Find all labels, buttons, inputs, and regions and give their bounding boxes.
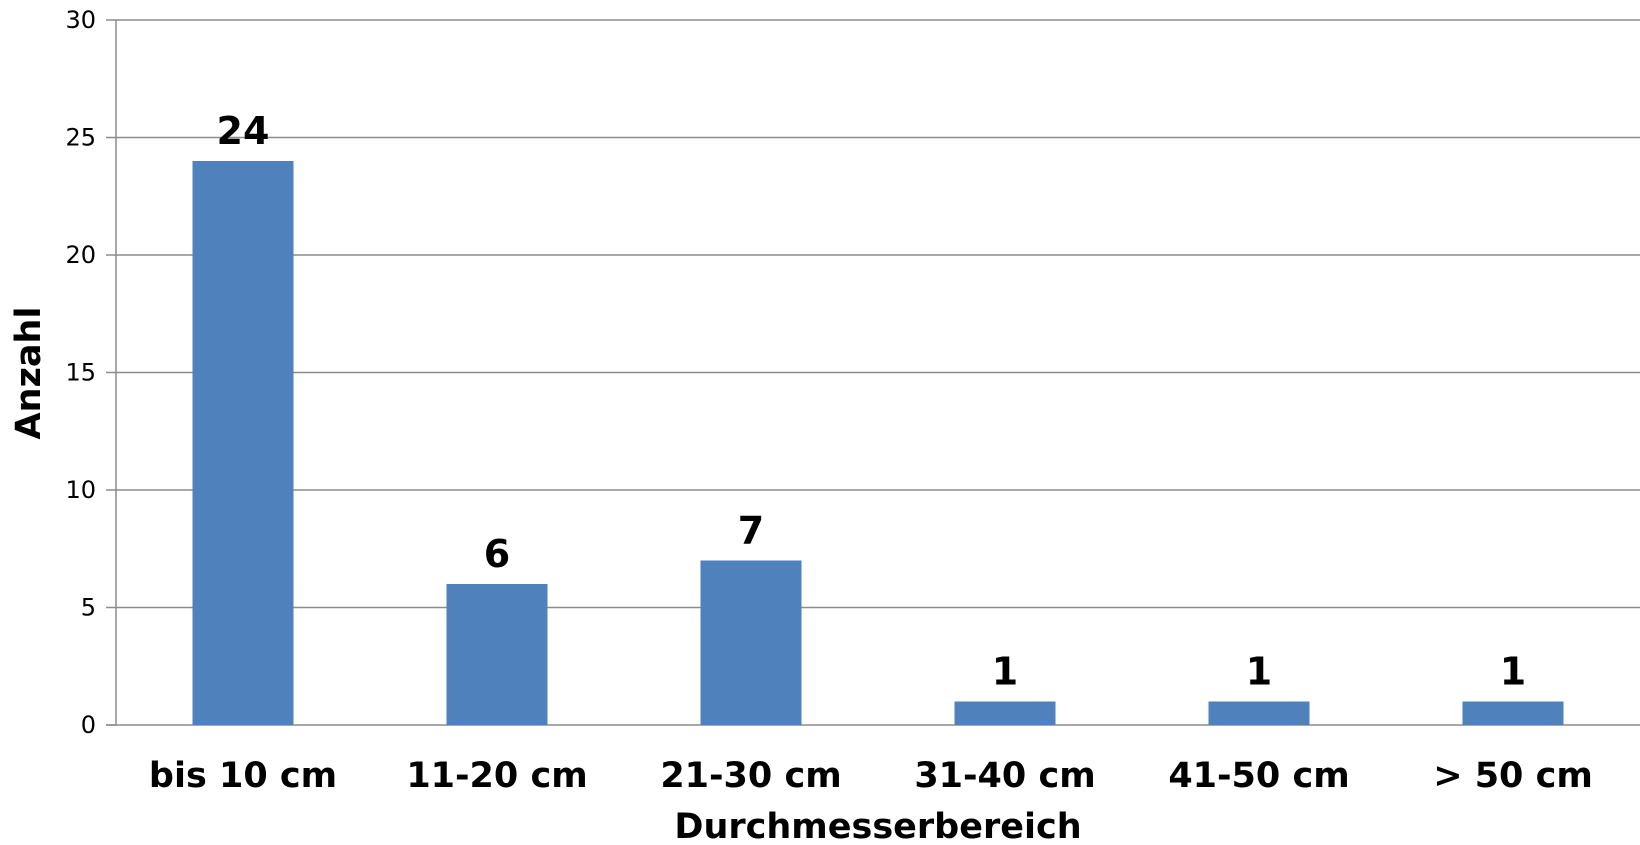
bar: [192, 161, 294, 725]
bar: [1462, 701, 1564, 725]
bar-value-label: 1: [1500, 650, 1526, 694]
bar-value-label: 7: [738, 509, 764, 553]
x-category-label: 41-50 cm: [1168, 756, 1349, 796]
gridlines: [116, 19, 1640, 609]
data-labels: 24 6 7 1 1 1: [217, 109, 1527, 694]
x-category-labels: bis 10 cm 11-20 cm 21-30 cm 31-40 cm 41-50 c…: [149, 756, 1593, 796]
bar: [954, 701, 1056, 725]
y-tick-label: 5: [81, 594, 96, 622]
y-tick-label: 20: [65, 241, 96, 269]
y-tick-label: 15: [65, 359, 96, 387]
axes: [106, 19, 1640, 726]
x-axis-title: Durchmesserbereich: [674, 807, 1081, 845]
bar: [700, 560, 802, 725]
x-category-label: 11-20 cm: [406, 756, 587, 796]
bar-value-label: 24: [217, 109, 270, 153]
y-tick-label: 0: [81, 711, 96, 739]
x-category-label: bis 10 cm: [149, 756, 337, 796]
bar: [446, 584, 548, 725]
x-category-label: > 50 cm: [1433, 756, 1593, 796]
y-axis-title: Anzahl: [9, 307, 49, 440]
bar-value-label: 1: [1246, 650, 1272, 694]
x-category-label: 31-40 cm: [914, 756, 1095, 796]
bar: [1208, 701, 1310, 725]
y-tick-label: 25: [65, 124, 96, 152]
x-category-label: 21-30 cm: [660, 756, 841, 796]
bar-value-label: 6: [484, 532, 510, 576]
y-tick-label: 10: [65, 476, 96, 504]
y-tick-label: 30: [65, 6, 96, 34]
y-tick-labels: 0 5 10 15 20 25 30: [65, 6, 96, 739]
bar-value-label: 1: [992, 650, 1018, 694]
bars: [192, 161, 1564, 725]
